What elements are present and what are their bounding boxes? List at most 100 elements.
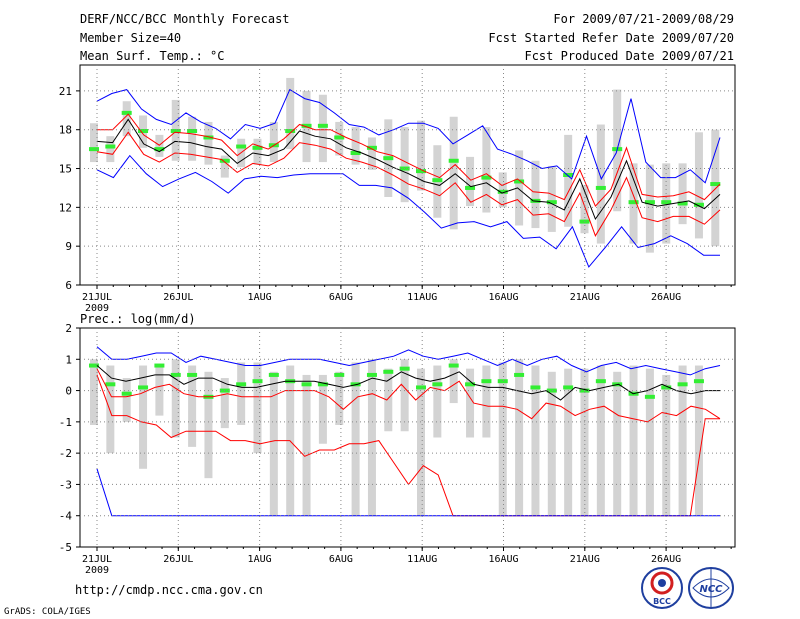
ensemble-box — [580, 368, 589, 516]
y-tick-label: -4 — [59, 510, 73, 523]
ensemble-box — [220, 155, 229, 178]
bcc-logo: BCC — [641, 567, 683, 609]
member-size-label: Member Size=40 — [80, 31, 182, 45]
precip-panel-title: Prec.: log(mm/d) — [80, 312, 196, 326]
x-tick-label: 16AUG — [488, 554, 518, 565]
ensemble-box — [564, 134, 573, 227]
median-marker — [285, 129, 296, 133]
x-year-label: 2009 — [85, 303, 109, 314]
ensemble-box — [155, 134, 164, 157]
y-tick-label: 15 — [59, 163, 72, 176]
ensemble-box — [318, 94, 327, 163]
median-marker — [187, 129, 198, 133]
median-marker — [661, 200, 672, 205]
median-marker — [514, 179, 525, 184]
median-marker — [301, 123, 312, 128]
median-marker — [301, 382, 312, 387]
median-marker — [383, 369, 394, 374]
y-tick-label: 6 — [65, 279, 72, 292]
ensemble-box — [367, 137, 376, 170]
median-marker — [710, 182, 721, 187]
y-tick-label: 12 — [59, 201, 72, 214]
median-marker — [121, 110, 132, 115]
ensemble-box — [400, 127, 409, 203]
median-marker — [89, 363, 99, 368]
ensemble-box — [694, 365, 703, 516]
ensemble-box — [367, 359, 376, 516]
series-ensemble-mean — [96, 118, 721, 221]
series-ensemble-min — [96, 468, 720, 517]
y-tick-label: 1 — [65, 353, 72, 366]
median-marker — [416, 169, 426, 174]
median-marker — [138, 129, 149, 133]
median-marker — [383, 156, 394, 161]
median-marker — [432, 382, 443, 387]
variable-label: Mean Surf. Temp.: °C — [80, 49, 225, 63]
ensemble-box — [204, 121, 213, 165]
figure-title: DERF/NCC/BCC Monthly Forecast — [80, 12, 290, 26]
y-tick-label: 2 — [65, 322, 72, 335]
median-marker — [497, 379, 508, 384]
ensemble-box — [122, 378, 131, 422]
x-tick-label: 6AUG — [329, 554, 353, 565]
ensemble-box — [678, 365, 687, 516]
series-mean-sd-red — [96, 368, 721, 423]
ensemble-box — [384, 368, 393, 432]
median-marker — [89, 147, 99, 152]
ensemble-box — [645, 368, 654, 516]
ncc-logo-text: NCC — [699, 584, 723, 595]
ensemble-box — [139, 365, 148, 469]
median-marker — [203, 135, 214, 140]
median-marker — [530, 385, 541, 390]
x-tick-label: 26AUG — [651, 292, 681, 303]
temperature-panel: 6 9 12 15 18 21 21JUL 26JUL 1AUG 6AUG 11AUG 16AUG 21… — [59, 64, 736, 314]
ensemble-box — [417, 368, 425, 516]
ensemble-box — [400, 359, 409, 432]
series-ensemble-max — [96, 88, 721, 184]
median-marker — [252, 145, 263, 150]
forecast-period: For 2009/07/21-2009/08/29 — [553, 12, 734, 26]
median-marker — [465, 185, 476, 190]
median-marker — [334, 372, 345, 377]
median-marker — [465, 382, 476, 387]
median-marker — [268, 372, 279, 377]
ensemble-box — [711, 129, 720, 247]
median-marker — [595, 185, 606, 190]
ensemble-box — [564, 368, 573, 516]
median-marker — [448, 363, 459, 368]
ensemble-box — [188, 116, 197, 161]
median-marker — [563, 385, 574, 390]
ensemble-box — [335, 371, 344, 425]
ensemble-box — [122, 101, 131, 137]
ensemble-box — [515, 359, 524, 516]
x-tick-label: 21JUL — [82, 292, 112, 303]
median-marker — [693, 379, 704, 384]
median-marker — [366, 372, 377, 377]
median-marker — [154, 147, 165, 152]
ensemble-box — [302, 374, 311, 516]
ensemble-box — [269, 371, 278, 516]
ensemble-box — [531, 160, 540, 229]
median-marker — [170, 129, 181, 133]
median-marker — [693, 202, 704, 207]
ensemble-box — [531, 365, 540, 516]
ensemble-box — [547, 371, 556, 516]
forecast-produced-date: Fcst Produced Date 2009/07/21 — [524, 49, 734, 63]
x-tick-label: 6AUG — [329, 292, 353, 303]
x-tick-label: 26JUL — [163, 292, 193, 303]
source-url[interactable]: http://cmdp.ncc.cma.gov.cn — [75, 583, 263, 597]
ensemble-box — [449, 359, 458, 404]
y-tick-label: 18 — [59, 124, 72, 137]
ensemble-box — [269, 121, 278, 163]
y-tick-label: 9 — [65, 240, 72, 253]
ensemble-box — [466, 368, 475, 438]
median-marker — [121, 391, 132, 396]
median-marker — [219, 158, 230, 163]
median-marker — [677, 201, 688, 206]
x-tick-label: 11AUG — [407, 554, 437, 565]
median-marker — [546, 388, 557, 393]
ensemble-box — [90, 359, 98, 425]
x-tick-label: 16AUG — [488, 292, 518, 303]
